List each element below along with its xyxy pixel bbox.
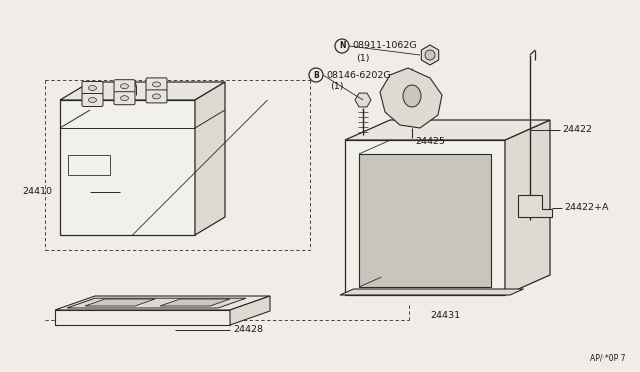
Text: B: B — [313, 71, 319, 80]
Polygon shape — [55, 296, 270, 310]
Text: 24422+A: 24422+A — [564, 203, 609, 212]
Polygon shape — [230, 296, 270, 325]
FancyBboxPatch shape — [146, 78, 167, 91]
Circle shape — [425, 50, 435, 60]
Polygon shape — [380, 68, 442, 128]
Polygon shape — [60, 100, 195, 235]
Polygon shape — [505, 120, 550, 295]
Circle shape — [335, 39, 349, 53]
Ellipse shape — [403, 85, 421, 107]
Ellipse shape — [88, 97, 97, 103]
Ellipse shape — [152, 82, 161, 87]
Polygon shape — [340, 289, 524, 295]
Ellipse shape — [120, 84, 129, 89]
FancyBboxPatch shape — [114, 80, 135, 93]
FancyBboxPatch shape — [82, 81, 103, 94]
Ellipse shape — [88, 86, 97, 90]
Text: N: N — [339, 42, 345, 51]
Circle shape — [309, 68, 323, 82]
Text: 24425: 24425 — [415, 138, 445, 147]
Text: 24410: 24410 — [22, 187, 52, 196]
Ellipse shape — [124, 81, 136, 87]
Ellipse shape — [120, 96, 129, 101]
Polygon shape — [85, 299, 155, 306]
Text: AP/·*0P 7: AP/·*0P 7 — [590, 353, 625, 362]
Polygon shape — [160, 299, 230, 306]
Text: 24431: 24431 — [430, 311, 460, 320]
Ellipse shape — [152, 94, 161, 99]
FancyBboxPatch shape — [114, 92, 135, 105]
Text: (1): (1) — [356, 54, 369, 62]
Polygon shape — [345, 140, 505, 295]
Text: 08911-1062G: 08911-1062G — [352, 42, 417, 51]
Polygon shape — [359, 154, 491, 287]
Polygon shape — [421, 45, 438, 65]
Polygon shape — [345, 120, 550, 140]
Text: 24428: 24428 — [233, 326, 263, 334]
Text: 08146-6202G: 08146-6202G — [326, 71, 390, 80]
Polygon shape — [195, 82, 225, 235]
Text: (1): (1) — [330, 83, 344, 92]
Polygon shape — [518, 195, 552, 217]
Text: 24422: 24422 — [562, 125, 592, 135]
FancyBboxPatch shape — [82, 93, 103, 106]
FancyBboxPatch shape — [146, 90, 167, 103]
Ellipse shape — [89, 81, 101, 87]
Polygon shape — [67, 298, 246, 308]
Polygon shape — [60, 82, 225, 100]
Polygon shape — [355, 93, 371, 107]
Polygon shape — [55, 310, 230, 325]
